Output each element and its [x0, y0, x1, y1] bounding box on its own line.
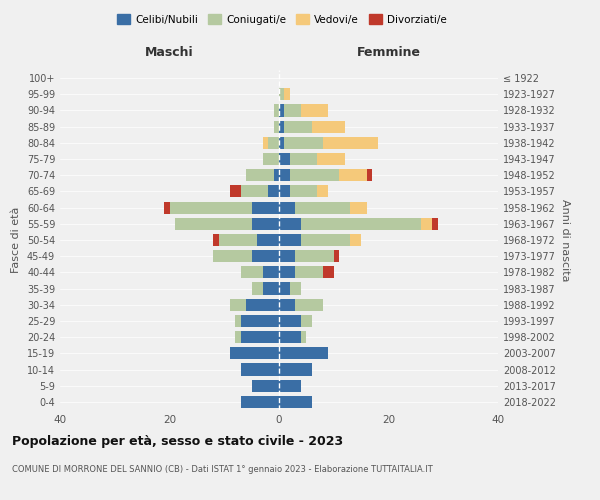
Bar [251, 250, 279, 262]
Bar [279, 250, 295, 262]
Bar [274, 120, 279, 132]
Text: COMUNE DI MORRONE DEL SANNIO (CB) - Dati ISTAT 1° gennaio 2023 - Elaborazione TU: COMUNE DI MORRONE DEL SANNIO (CB) - Dati… [12, 465, 433, 474]
Bar [214, 234, 219, 246]
Bar [279, 348, 328, 360]
Bar [279, 380, 301, 392]
Bar [312, 120, 345, 132]
Bar [290, 186, 317, 198]
Bar [241, 266, 263, 278]
Bar [230, 348, 279, 360]
Bar [279, 88, 284, 101]
Bar [241, 186, 268, 198]
Bar [290, 282, 301, 294]
Bar [219, 234, 257, 246]
Y-axis label: Anni di nascita: Anni di nascita [560, 198, 570, 281]
Bar [263, 282, 279, 294]
Bar [301, 315, 312, 327]
Bar [257, 234, 279, 246]
Bar [274, 104, 279, 117]
Bar [214, 250, 251, 262]
Text: Maschi: Maschi [145, 46, 194, 59]
Bar [279, 331, 301, 343]
Bar [301, 331, 307, 343]
Bar [169, 202, 251, 213]
Bar [279, 266, 295, 278]
Bar [279, 298, 295, 311]
Bar [251, 380, 279, 392]
Bar [301, 234, 350, 246]
Bar [295, 250, 334, 262]
Legend: Celibi/Nubili, Coniugati/e, Vedovi/e, Divorziati/e: Celibi/Nubili, Coniugati/e, Vedovi/e, Di… [113, 10, 451, 29]
Bar [279, 120, 284, 132]
Bar [301, 218, 421, 230]
Text: Popolazione per età, sesso e stato civile - 2023: Popolazione per età, sesso e stato civil… [12, 435, 343, 448]
Bar [246, 169, 274, 181]
Bar [301, 104, 328, 117]
Bar [279, 282, 290, 294]
Bar [241, 315, 279, 327]
Bar [241, 396, 279, 408]
Text: Femmine: Femmine [356, 46, 421, 59]
Bar [263, 137, 268, 149]
Bar [263, 153, 279, 165]
Bar [251, 202, 279, 213]
Bar [295, 298, 323, 311]
Bar [284, 104, 301, 117]
Bar [251, 218, 279, 230]
Bar [284, 88, 290, 101]
Bar [295, 266, 323, 278]
Bar [290, 169, 339, 181]
Bar [350, 202, 367, 213]
Bar [279, 202, 295, 213]
Bar [367, 169, 372, 181]
Bar [279, 315, 301, 327]
Bar [279, 186, 290, 198]
Bar [175, 218, 251, 230]
Bar [235, 331, 241, 343]
Bar [241, 331, 279, 343]
Bar [279, 396, 312, 408]
Bar [279, 169, 290, 181]
Bar [279, 153, 290, 165]
Bar [334, 250, 339, 262]
Bar [251, 282, 263, 294]
Bar [164, 202, 169, 213]
Y-axis label: Fasce di età: Fasce di età [11, 207, 21, 273]
Bar [323, 137, 377, 149]
Bar [350, 234, 361, 246]
Bar [284, 137, 323, 149]
Bar [323, 266, 334, 278]
Bar [235, 315, 241, 327]
Bar [279, 364, 312, 376]
Bar [241, 364, 279, 376]
Bar [421, 218, 432, 230]
Bar [268, 186, 279, 198]
Bar [284, 120, 312, 132]
Bar [290, 153, 317, 165]
Bar [230, 186, 241, 198]
Bar [274, 169, 279, 181]
Bar [268, 137, 279, 149]
Bar [279, 234, 301, 246]
Bar [263, 266, 279, 278]
Bar [246, 298, 279, 311]
Bar [433, 218, 438, 230]
Bar [279, 137, 284, 149]
Bar [279, 104, 284, 117]
Bar [230, 298, 246, 311]
Bar [339, 169, 367, 181]
Bar [317, 186, 328, 198]
Bar [317, 153, 344, 165]
Bar [279, 218, 301, 230]
Bar [295, 202, 350, 213]
